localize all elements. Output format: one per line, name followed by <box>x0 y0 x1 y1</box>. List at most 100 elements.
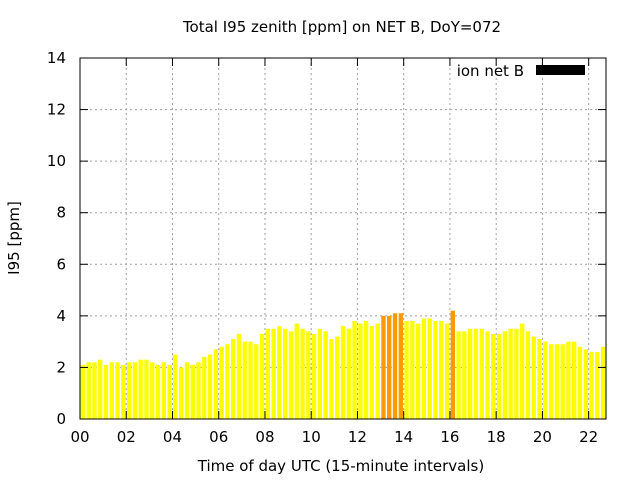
bar <box>404 321 409 419</box>
bar <box>306 331 311 419</box>
bar <box>491 333 496 419</box>
bar <box>138 359 143 419</box>
bar <box>479 328 484 419</box>
bar <box>433 321 438 419</box>
bar <box>560 344 565 419</box>
bar <box>98 359 103 419</box>
bar <box>167 364 172 419</box>
bar <box>277 326 282 419</box>
bar <box>265 328 271 419</box>
bar <box>444 323 450 419</box>
bar <box>150 362 155 419</box>
bar <box>346 328 351 419</box>
bar <box>132 362 138 419</box>
bar <box>248 341 253 419</box>
x-tick-label: 16 <box>440 428 459 446</box>
bar <box>213 349 219 419</box>
bar <box>283 328 288 419</box>
bar <box>398 313 403 419</box>
bar <box>196 362 201 419</box>
bar <box>242 341 247 419</box>
bar <box>525 331 531 419</box>
x-tick-label: 20 <box>533 428 552 446</box>
bar <box>577 346 583 419</box>
y-tick-label: 0 <box>56 410 66 428</box>
bar <box>126 362 132 419</box>
bar <box>190 364 195 419</box>
legend: ion net B <box>457 62 585 80</box>
chart-title: Total I95 zenith [ppm] on NET B, DoY=072 <box>182 18 501 36</box>
bar <box>531 336 536 419</box>
bar <box>467 328 473 419</box>
bar <box>473 328 479 419</box>
x-tick-labels: 00 02 04 06 08 10 12 14 16 18 20 22 <box>70 428 598 446</box>
bar <box>202 357 207 419</box>
bar <box>415 323 421 419</box>
x-tick-label: 14 <box>394 428 413 446</box>
bar <box>427 318 432 419</box>
y-tick-label: 12 <box>47 101 66 119</box>
bar <box>294 323 299 419</box>
bar <box>335 336 340 419</box>
bar <box>155 364 161 419</box>
bar <box>537 339 542 419</box>
bar <box>363 321 369 419</box>
grid-lines <box>80 58 606 419</box>
y-tick-label: 4 <box>56 307 66 325</box>
bar <box>207 354 213 419</box>
bar <box>311 333 317 419</box>
bar <box>323 331 328 419</box>
bar-series <box>80 310 606 419</box>
bar <box>421 318 427 419</box>
bar <box>92 362 97 419</box>
bar <box>387 315 392 419</box>
bar <box>485 331 490 419</box>
y-tick-label: 2 <box>56 358 66 376</box>
x-tick-label: 10 <box>302 428 321 446</box>
bar <box>184 362 190 419</box>
x-tick-label: 00 <box>70 428 89 446</box>
bar <box>462 331 467 419</box>
bar <box>121 364 126 419</box>
bar <box>456 331 461 419</box>
bar <box>115 362 120 419</box>
x-tick-label: 04 <box>163 428 182 446</box>
bar <box>352 321 357 419</box>
axis-ticks <box>79 57 606 420</box>
bar <box>231 339 236 419</box>
bar <box>300 328 305 419</box>
bar <box>219 346 224 419</box>
bar <box>502 331 508 419</box>
bar <box>595 351 600 419</box>
bar <box>589 351 594 419</box>
bar <box>254 344 259 419</box>
plot-frame <box>79 57 607 420</box>
bar <box>410 321 415 419</box>
legend-label: ion net B <box>457 62 524 80</box>
bar <box>600 346 606 419</box>
bar <box>381 315 386 419</box>
y-tick-label: 6 <box>56 255 66 273</box>
bar <box>548 344 554 419</box>
bar <box>450 310 455 419</box>
bar <box>86 362 91 419</box>
x-tick-label: 22 <box>579 428 598 446</box>
bar <box>583 349 588 419</box>
x-tick-label: 06 <box>209 428 228 446</box>
bar <box>340 326 346 419</box>
y-axis-label: I95 [ppm] <box>5 201 23 275</box>
x-axis-label: Time of day UTC (15-minute intervals) <box>197 457 484 475</box>
bar <box>317 328 323 419</box>
bar <box>236 333 242 419</box>
bar <box>514 328 519 419</box>
bar <box>508 328 513 419</box>
legend-swatch <box>536 65 585 75</box>
bar <box>543 341 548 419</box>
bar <box>178 367 184 419</box>
bar <box>496 333 502 419</box>
bar <box>173 354 178 419</box>
x-tick-label: 18 <box>487 428 506 446</box>
y-tick-label: 14 <box>47 49 66 67</box>
bar <box>103 364 109 419</box>
bar <box>358 323 363 419</box>
